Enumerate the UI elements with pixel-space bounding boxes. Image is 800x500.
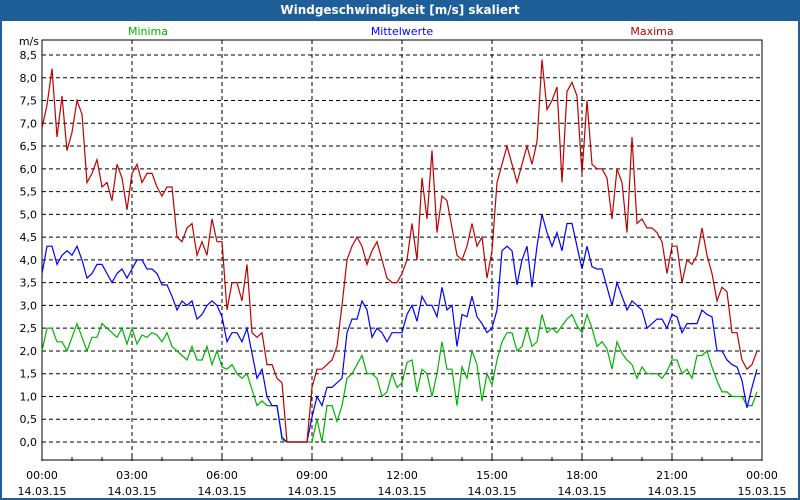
x-tick-date: 14.03.15: [468, 485, 517, 498]
y-tick-label: 0,5: [20, 413, 38, 426]
x-tick-date: 14.03.15: [288, 485, 337, 498]
legend-minima: Minima: [128, 25, 168, 38]
y-tick-label: 4,5: [20, 231, 38, 244]
x-tick-time: 12:00: [386, 469, 418, 482]
y-tick-label: 6,5: [20, 140, 38, 153]
x-tick-time: 00:00: [26, 469, 58, 482]
x-tick-time: 03:00: [116, 469, 148, 482]
y-tick-label: 7,0: [20, 117, 38, 130]
y-axis-label: m/s: [19, 35, 39, 48]
x-tick-date: 14.03.15: [378, 485, 427, 498]
x-tick-date: 14.03.15: [648, 485, 697, 498]
y-tick-label: 2,0: [20, 345, 38, 358]
y-tick-label: 7,5: [20, 95, 38, 108]
x-tick-date: 14.03.15: [108, 485, 157, 498]
series-line-mittelwerte: [41, 214, 758, 443]
y-tick-label: 8,0: [20, 72, 38, 85]
x-tick-time: 18:00: [566, 469, 598, 482]
chart-title: Windgeschwindigkeit [m/s] skaliert: [2, 0, 798, 21]
y-tick-label: 0,0: [20, 436, 38, 449]
y-tick-label: 1,5: [20, 368, 38, 381]
plot-frame: [41, 39, 763, 461]
y-tick-label: 3,5: [20, 277, 38, 290]
series-line-minima: [41, 312, 758, 443]
x-tick-time: 09:00: [296, 469, 328, 482]
y-tick-label: 4,0: [20, 254, 38, 267]
x-tick-date: 14.03.15: [558, 485, 607, 498]
x-tick-time: 06:00: [206, 469, 238, 482]
x-tick-date: 15.03.15: [738, 485, 787, 498]
x-tick-date: 14.03.15: [18, 485, 67, 498]
x-tick-time: 15:00: [476, 469, 508, 482]
y-tick-label: 8,5: [20, 49, 38, 62]
x-tick-time: 00:00: [746, 469, 778, 482]
x-tick-time: 21:00: [656, 469, 688, 482]
y-tick-label: 5,5: [20, 186, 38, 199]
series-line-maxima: [41, 59, 758, 443]
legend-maxima: Maxima: [630, 25, 673, 38]
y-tick-label: 5,0: [20, 208, 38, 221]
legend-mittelwerte: Mittelwerte: [371, 25, 434, 38]
y-tick-label: 1,0: [20, 390, 38, 403]
y-tick-label: 3,0: [20, 299, 38, 312]
y-tick-label: 6,0: [20, 163, 38, 176]
y-tick-label: 2,5: [20, 322, 38, 335]
x-tick-date: 14.03.15: [198, 485, 247, 498]
